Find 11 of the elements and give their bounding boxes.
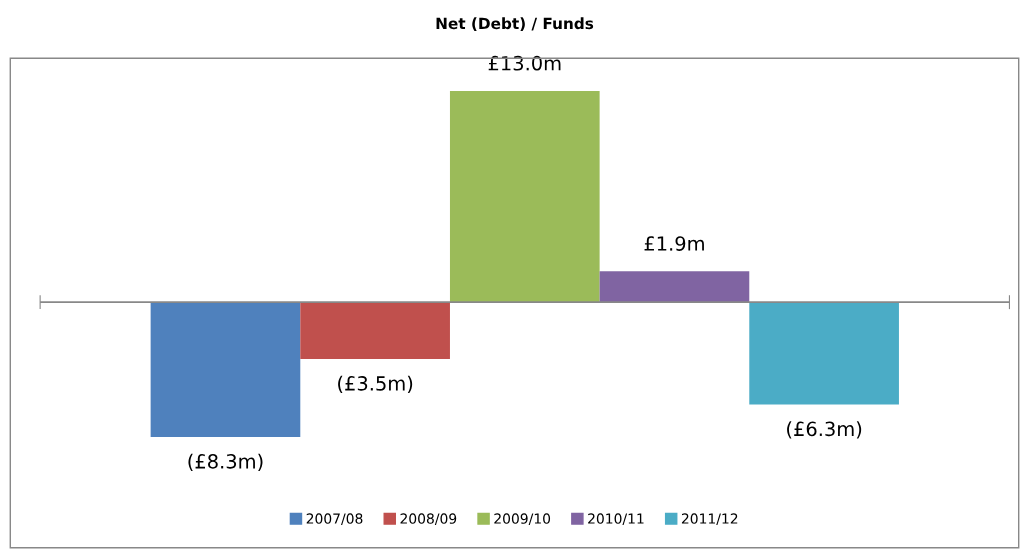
legend-label: 2011/12 — [681, 513, 738, 525]
data-label: (£3.5m) — [338, 375, 413, 394]
legend-label: 2008/09 — [400, 513, 457, 525]
legend-label: 2010/11 — [588, 513, 644, 525]
legend-label: 2009/10 — [494, 513, 551, 525]
chart-title: Net (Debt) / Funds — [436, 17, 594, 31]
data-label: £13.0m — [488, 55, 561, 71]
data-label: £1.9m — [644, 236, 704, 251]
data-label: (£6.3m) — [787, 421, 862, 439]
data-label: (£8.3m) — [188, 453, 263, 471]
legend-label: 2007/08 — [306, 513, 363, 525]
